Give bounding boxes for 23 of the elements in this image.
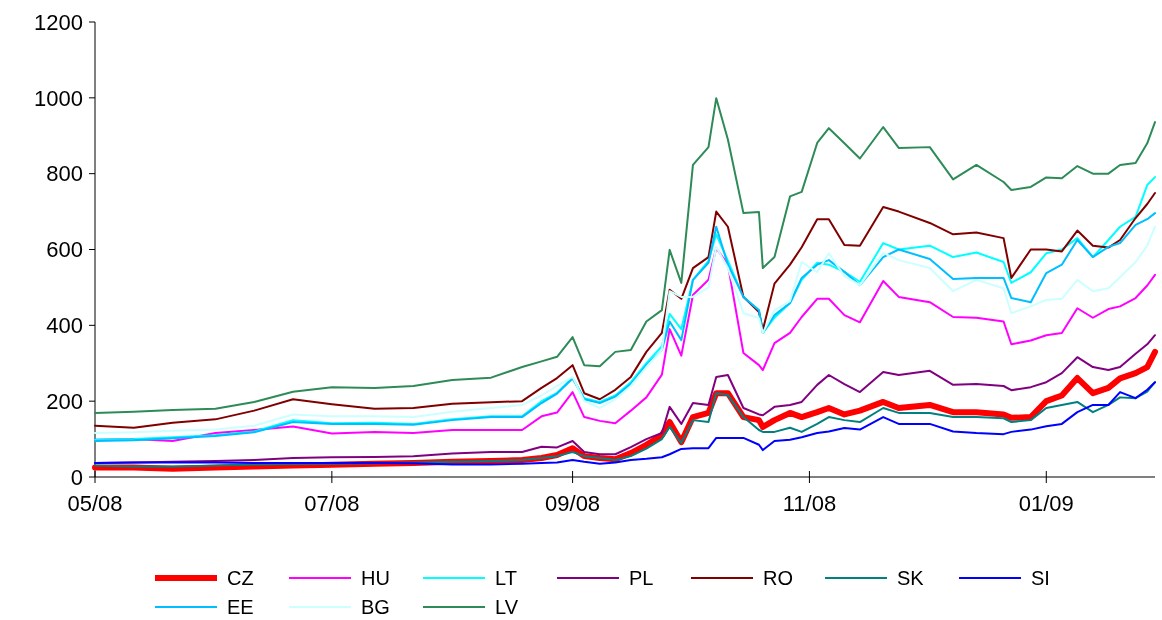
y-tick-label: 600 [46,237,83,263]
legend-label: SI [1031,567,1050,589]
x-tick-label: 07/08 [304,491,360,516]
x-tick-label: 09/08 [545,491,601,516]
legend-label: BG [361,596,390,618]
y-tick-label: 800 [46,161,83,187]
y-tick-label: 0 [70,464,83,490]
legend-label: LT [495,567,517,589]
legend-label: CZ [227,567,254,589]
y-tick-label: 1000 [34,85,83,111]
legend-label: EE [227,596,254,618]
x-tick-label: 01/09 [1018,491,1074,516]
legend-label: RO [763,567,793,589]
line-series [94,97,1156,414]
y-tick-label: 1200 [34,9,83,35]
x-tick-label: 11/08 [782,491,837,516]
legend-label: PL [629,567,654,589]
legend-label: LV [495,596,519,618]
y-tick-label: 200 [46,388,83,414]
legend-label: SK [897,567,925,589]
legend-label: HU [361,567,390,589]
x-tick-label: 05/08 [67,491,123,516]
y-tick-label: 400 [46,313,83,339]
